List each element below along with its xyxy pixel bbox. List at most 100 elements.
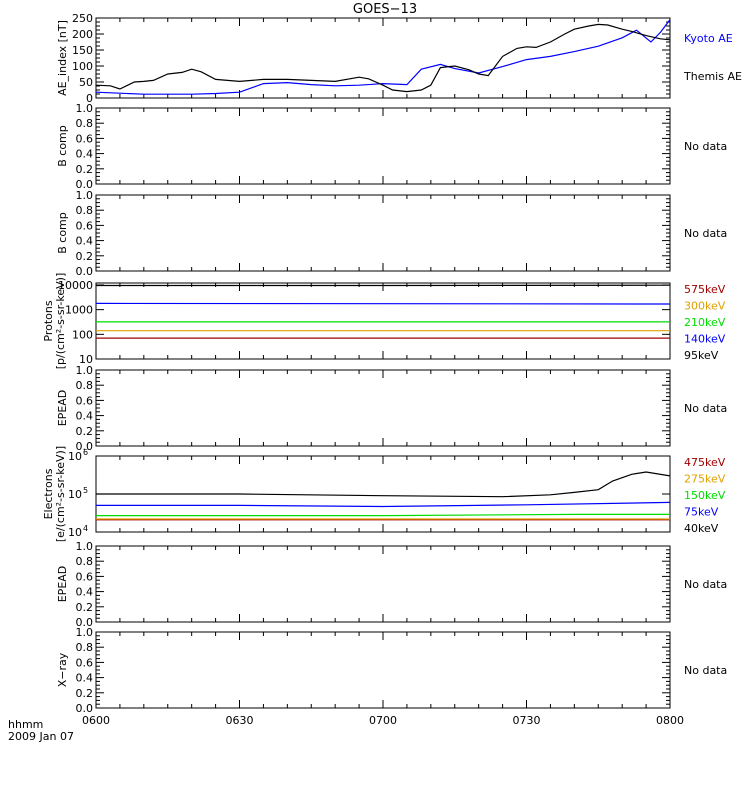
y-tick-label: 200 (72, 28, 93, 41)
y-axis-unit: [e/(cm²-s-sr-keV)] (54, 446, 67, 542)
x-tick-label: 0800 (656, 714, 684, 727)
y-axis-label: EPEAD (56, 566, 69, 603)
y-tick-label: 0.6 (76, 394, 94, 407)
y-tick-label: 0.4 (76, 586, 94, 599)
chart-title: GOES−13 (353, 2, 417, 17)
y-tick-label: 10000 (58, 279, 93, 292)
legend-entry: 300keV (684, 300, 726, 313)
y-axis-label: AE_index [nT] (56, 20, 69, 96)
y-tick-label: 150 (72, 44, 93, 57)
y-tick-exponent: 6 (83, 448, 88, 457)
x-tick-label: 0600 (82, 714, 110, 727)
panel-x-ray: 0.0 0.2 0.4 0.6 0.8 1.0 X−ray No data (56, 626, 727, 715)
y-axis-label: B comp (56, 125, 69, 167)
y-tick-label: 0.6 (76, 656, 94, 669)
y-tick-label: 0.6 (76, 570, 94, 583)
legend-entry: 75keV (684, 506, 719, 519)
y-tick-label: 10 (68, 526, 82, 539)
legend-entry: 275keV (684, 473, 726, 486)
panel-frame (95, 282, 671, 360)
y-tick-label: 10 (68, 450, 82, 463)
y-tick-label: 0.2 (76, 250, 94, 263)
no-data-label: No data (684, 140, 727, 153)
panel-frame (95, 631, 671, 709)
series-line (95, 19, 671, 95)
series-line (96, 513, 670, 517)
y-tick-label: 0.0 (76, 440, 94, 453)
panel-b-comp-1: 0.0 0.2 0.4 0.6 0.8 1.0 B comp No data (56, 102, 727, 191)
panel-frame (95, 17, 671, 99)
y-tick-label: 0.6 (76, 219, 94, 232)
legend-entry: 95keV (684, 349, 719, 362)
panel-frame (95, 107, 671, 185)
y-tick-label: 0.8 (76, 641, 94, 654)
legend-entry: 575keV (684, 283, 726, 296)
legend-entry: 475keV (684, 456, 726, 469)
y-tick-label: 0.4 (76, 235, 94, 248)
y-axis-label: EPEAD (56, 390, 69, 427)
panel-frame (95, 545, 671, 623)
panel-epead-2: 0.0 0.2 0.4 0.6 0.8 1.0 EPEAD No data (56, 540, 727, 629)
date-label: 2009 Jan 07 (8, 730, 74, 743)
y-tick-label: 100 (72, 328, 93, 341)
legend-entry: 150keV (684, 489, 726, 502)
y-tick-label: 0.4 (76, 672, 94, 685)
y-axis-label: X−ray (56, 652, 69, 687)
y-tick-label: 0.4 (76, 148, 94, 161)
y-tick-label: 0.8 (76, 204, 94, 217)
y-tick-label: 10 (79, 353, 93, 366)
y-tick-label: 1.0 (76, 540, 94, 553)
y-axis-unit: [p/(cm²-s-sr-keV)] (54, 273, 67, 370)
y-axis-label: Protons (42, 300, 55, 341)
y-tick-label: 250 (72, 12, 93, 25)
panel-frame (95, 369, 671, 447)
y-tick-label: 1.0 (76, 189, 94, 202)
no-data-label: No data (684, 227, 727, 240)
y-tick-label: 50 (79, 76, 93, 89)
x-tick-label: 0700 (369, 714, 397, 727)
legend-entry: Themis AE (683, 70, 742, 83)
panel-frame (95, 194, 671, 272)
series-line (95, 23, 671, 93)
no-data-label: No data (684, 664, 727, 677)
y-tick-label: 100 (72, 60, 93, 73)
y-tick-label: 0.2 (76, 687, 94, 700)
y-axis-label: Electrons (42, 468, 55, 519)
no-data-label: No data (684, 402, 727, 415)
y-tick-label: 0.2 (76, 425, 94, 438)
y-tick-label: 0.0 (76, 702, 94, 715)
y-tick-label: 0.0 (76, 616, 94, 629)
y-tick-label: 1.0 (76, 364, 94, 377)
y-tick-label: 1000 (65, 304, 93, 317)
y-tick-label: 1.0 (76, 102, 94, 115)
y-tick-label: 0.8 (76, 379, 94, 392)
legend-entry: 40keV (684, 522, 719, 535)
legend-entry: Kyoto AE (684, 32, 733, 45)
legend-entry: 140keV (684, 333, 726, 346)
panel-b-comp-2: 0.0 0.2 0.4 0.6 0.8 1.0 B comp No data (56, 189, 727, 278)
no-data-label: No data (684, 578, 727, 591)
series-line (96, 471, 671, 498)
legend-entry: 210keV (684, 316, 726, 329)
y-tick-exponent: 5 (83, 486, 88, 495)
y-tick-label: 0.8 (76, 555, 94, 568)
x-tick-label: 0730 (513, 714, 541, 727)
y-tick-label: 0 (86, 92, 93, 105)
y-tick-label: 1.0 (76, 626, 94, 639)
time-label: hhmm (8, 718, 43, 731)
y-tick-label: 0.6 (76, 132, 94, 145)
x-tick-label: 0630 (226, 714, 254, 727)
series-line (95, 302, 671, 305)
series-line (96, 501, 671, 508)
y-tick-exponent: 4 (83, 524, 88, 533)
y-tick-label: 0.8 (76, 117, 94, 130)
y-tick-label: 0.0 (76, 178, 94, 191)
y-tick-label: 0.2 (76, 601, 94, 614)
y-tick-label: 0.0 (76, 265, 94, 278)
y-tick-label: 0.4 (76, 410, 94, 423)
